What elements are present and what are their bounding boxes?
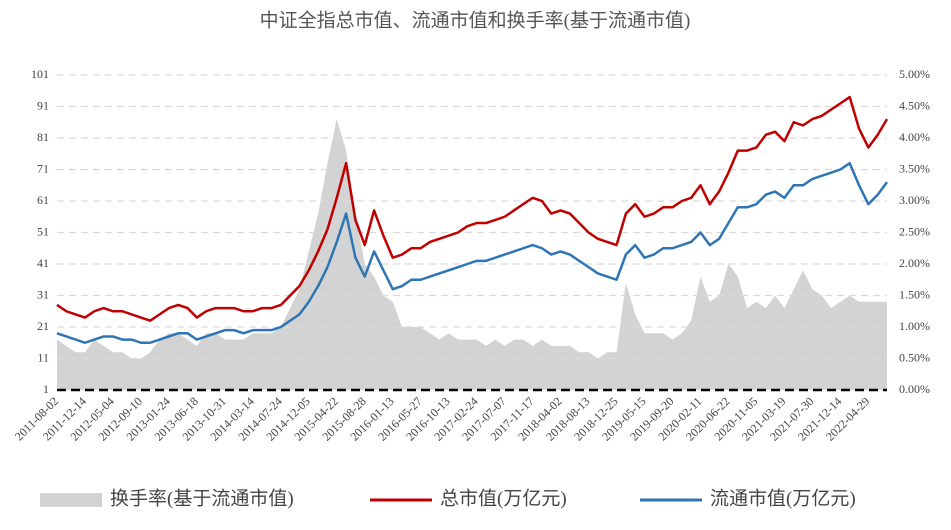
y2-tick-label: 0.50% [899, 350, 930, 364]
legend-label: 流通市值(万亿元) [710, 487, 856, 509]
y-tick-label: 61 [37, 193, 49, 207]
y2-tick-label: 1.00% [899, 319, 930, 333]
y-tick-label: 51 [37, 224, 49, 238]
legend-swatch [40, 493, 102, 507]
y-tick-label: 1 [43, 382, 49, 396]
y-tick-label: 21 [37, 319, 49, 333]
y-tick-label: 41 [37, 256, 49, 270]
y2-tick-label: 2.50% [899, 224, 930, 238]
legend-label: 换手率(基于流通市值) [110, 487, 294, 509]
y2-tick-label: 5.00% [899, 67, 930, 81]
y-tick-label: 31 [37, 287, 49, 301]
y-tick-label: 91 [37, 98, 49, 112]
y2-tick-label: 2.00% [899, 256, 930, 270]
y-tick-label: 81 [37, 130, 49, 144]
turnover-area [57, 119, 887, 390]
y-tick-label: 71 [37, 161, 49, 175]
y2-tick-label: 4.50% [899, 98, 930, 112]
y2-tick-label: 3.00% [899, 193, 930, 207]
legend-label: 总市值(万亿元) [440, 487, 567, 509]
y2-tick-label: 4.00% [899, 130, 930, 144]
series-line [56, 95, 889, 322]
y2-tick-label: 1.50% [899, 287, 930, 301]
series-line [56, 161, 889, 344]
y2-tick-label: 0.00% [899, 382, 930, 396]
y-tick-label: 11 [37, 350, 49, 364]
y2-tick-label: 3.50% [899, 161, 930, 175]
chart-title: 中证全指总市值、流通市值和换手率(基于流通市值) [260, 9, 691, 31]
y-tick-label: 101 [31, 67, 49, 81]
